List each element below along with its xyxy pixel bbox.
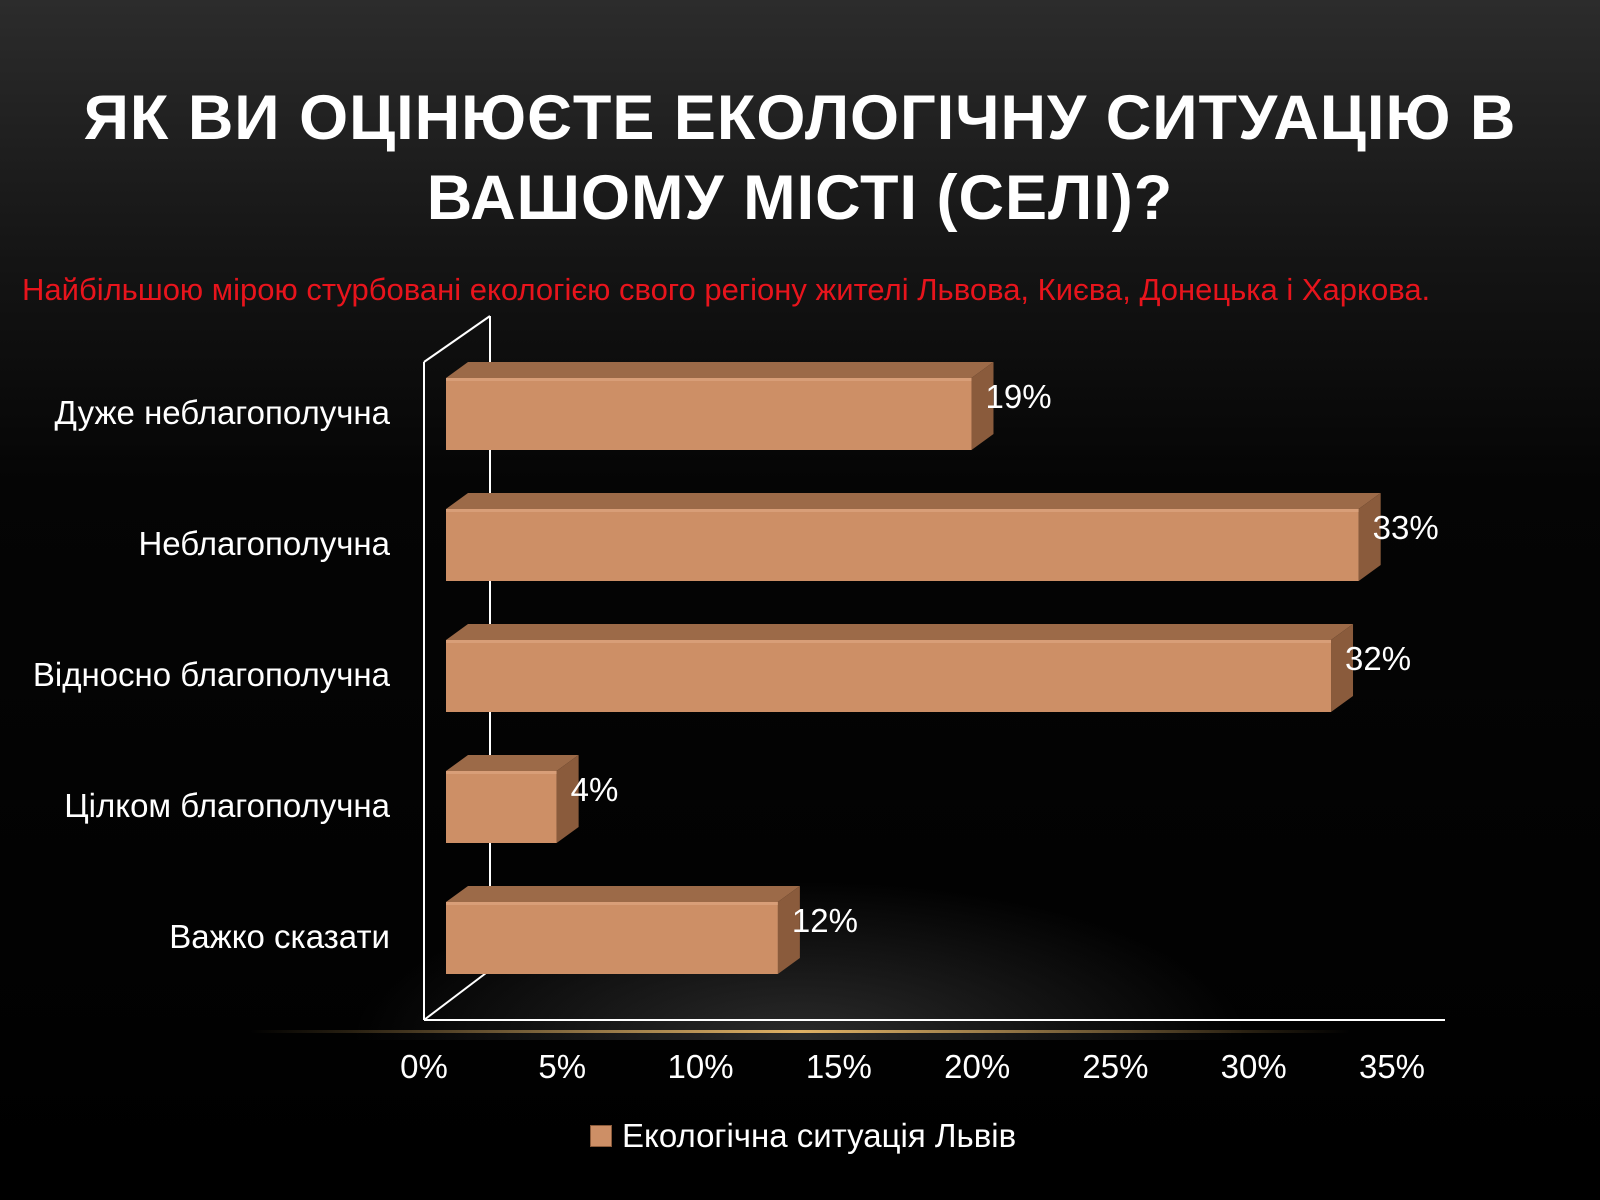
bar-side-face: [1358, 493, 1381, 581]
bar-highlight: [446, 378, 972, 381]
bar: [446, 493, 1381, 581]
x-tick-label: 20%: [944, 1048, 1011, 1085]
legend: Екологічна ситуація Львів: [590, 1116, 1016, 1156]
bar: [446, 362, 994, 450]
bars: [446, 362, 1381, 974]
bar-top-face: [446, 755, 579, 771]
bar: [446, 886, 800, 974]
legend-swatch: [590, 1125, 612, 1147]
data-label: 32%: [1345, 640, 1412, 677]
x-tick-label: 0%: [400, 1048, 448, 1085]
bar-top-face: [446, 362, 994, 378]
data-label: 12%: [791, 902, 858, 939]
frame-top-edge: [423, 315, 491, 363]
data-label: 33%: [1372, 509, 1439, 546]
bar-top-face: [446, 886, 800, 902]
bar-side-face: [777, 886, 800, 974]
x-tick-label: 35%: [1358, 1048, 1426, 1085]
category-label: Важко сказати: [169, 918, 390, 955]
category-label: Неблагополучна: [138, 525, 390, 562]
bar: [446, 755, 579, 843]
category-label: Цілком благополучна: [64, 787, 390, 824]
x-tick-label: 30%: [1220, 1048, 1287, 1085]
bar-front-face: [446, 509, 1359, 581]
subtitle: Найбільшою мірою стурбовані екологією св…: [22, 272, 1431, 307]
horizon-line: [250, 1030, 1350, 1033]
data-label: 19%: [985, 378, 1052, 415]
bar-top-face: [446, 624, 1354, 640]
bar-side-face: [556, 755, 579, 843]
x-tick-label: 5%: [538, 1048, 587, 1085]
legend-entry: Екологічна ситуація Львів: [622, 1117, 1017, 1154]
page-title: Як ви оцінюєте екологічну ситуацію в ваш…: [83, 83, 1517, 233]
x-tick-label: 25%: [1082, 1048, 1149, 1085]
bar: [446, 624, 1354, 712]
bar-highlight: [446, 640, 1332, 643]
bar-side-face: [971, 362, 994, 450]
bar-front-face: [446, 378, 972, 450]
category-label: Відносно благополучна: [32, 656, 390, 693]
x-tick-label: 15%: [805, 1048, 872, 1085]
frame-floor-edge: [423, 969, 491, 1021]
bar-side-face: [1331, 624, 1354, 712]
bar-top-face: [446, 493, 1381, 509]
category-label: Дуже неблагополучна: [54, 394, 390, 431]
bar-front-face: [446, 771, 557, 843]
bar-highlight: [446, 771, 557, 774]
bar-highlight: [446, 509, 1359, 512]
bar-highlight: [446, 902, 778, 905]
bar-front-face: [446, 640, 1332, 712]
x-tick-label: 10%: [667, 1048, 734, 1085]
bar-front-face: [446, 902, 778, 974]
data-label: 4%: [570, 771, 619, 808]
